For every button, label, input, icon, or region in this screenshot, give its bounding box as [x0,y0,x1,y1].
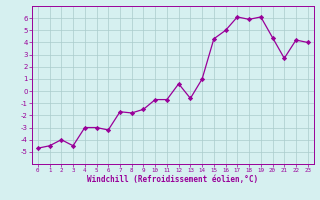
X-axis label: Windchill (Refroidissement éolien,°C): Windchill (Refroidissement éolien,°C) [87,175,258,184]
